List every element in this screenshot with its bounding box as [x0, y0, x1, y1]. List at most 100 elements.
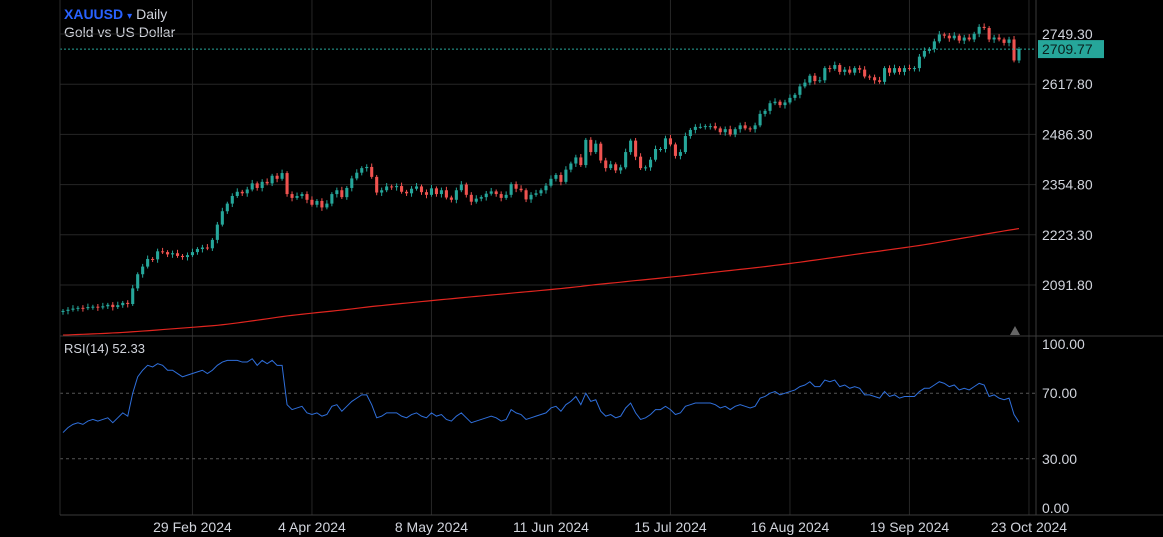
candle-down	[205, 247, 209, 249]
time-tick-label: 11 Jun 2024	[513, 519, 589, 535]
moving-average-line	[62, 227, 1020, 336]
rsi-line	[62, 358, 1020, 433]
candle-down	[987, 28, 991, 40]
candle-up	[121, 302, 125, 306]
candle-up	[843, 69, 847, 72]
rsi-tick-label: 30.00	[1042, 451, 1077, 467]
candle-up	[823, 68, 827, 81]
candle-down	[639, 156, 643, 169]
candle-down	[589, 139, 593, 153]
last-price-badge	[1038, 40, 1104, 59]
candle-up	[758, 113, 762, 126]
candle-up	[768, 103, 772, 111]
price-tick-label: 2223.30	[1042, 227, 1093, 243]
candle-down	[499, 194, 503, 198]
candle-up	[619, 167, 623, 171]
candle-down	[668, 138, 673, 145]
candle-down	[305, 194, 309, 200]
candle-down	[858, 68, 862, 70]
candle-up	[902, 68, 907, 72]
price-tick-label: 2091.80	[1042, 277, 1093, 293]
candle-down	[599, 143, 603, 161]
candle-up	[91, 306, 95, 308]
candle-up	[170, 253, 175, 255]
candle-up	[683, 136, 687, 153]
candle-down	[494, 191, 498, 195]
candle-up	[723, 129, 727, 133]
candle-down	[579, 157, 583, 166]
time-tick-label: 4 Apr 2024	[278, 519, 346, 535]
candle-up	[220, 211, 224, 225]
candle-up	[937, 34, 941, 42]
candle-down	[967, 37, 971, 40]
candle-up	[459, 184, 463, 191]
candle-up	[215, 224, 219, 240]
candle-down	[514, 184, 518, 189]
candle-up	[708, 126, 712, 128]
rsi-indicator-label: RSI(14) 52.33	[64, 341, 145, 356]
candle-up	[703, 126, 707, 128]
candle-down	[126, 302, 130, 305]
price-tick-label: 2749.30	[1042, 26, 1093, 42]
symbol-description: Gold vs US Dollar	[64, 24, 176, 40]
candle-down	[265, 181, 269, 184]
candle-down	[873, 77, 877, 81]
candle-down	[151, 258, 155, 260]
candle-down	[838, 65, 842, 72]
time-tick-label: 23 Oct 2024	[991, 519, 1067, 535]
candle-up	[564, 169, 568, 182]
candle-up	[61, 310, 65, 313]
price-tick-label: 2354.80	[1042, 177, 1093, 193]
symbol-dropdown-icon[interactable]: ▾	[127, 11, 133, 22]
candle-up	[788, 97, 792, 103]
candle-down	[444, 190, 448, 198]
rsi-tick-label: 70.00	[1042, 385, 1077, 401]
candle-up	[629, 140, 633, 153]
candle-down	[997, 37, 1001, 40]
time-tick-label: 15 Jul 2024	[634, 519, 707, 535]
time-tick-label: 19 Sep 2024	[870, 519, 950, 535]
candle-up	[853, 68, 857, 73]
candle-down	[469, 194, 473, 202]
candle-down	[424, 192, 429, 195]
candle-up	[1007, 39, 1011, 43]
candle-up	[992, 37, 996, 40]
candle-up	[106, 304, 110, 307]
candle-up	[594, 143, 598, 153]
candle-up	[156, 251, 160, 260]
candle-up	[584, 139, 588, 166]
candle-up	[380, 190, 384, 193]
candle-up	[195, 249, 199, 253]
candle-up	[803, 82, 807, 87]
candle-down	[947, 35, 951, 39]
candle-up	[345, 187, 349, 198]
candle-up	[429, 188, 434, 195]
candle-up	[883, 68, 887, 82]
candle-up	[927, 49, 931, 51]
candle-down	[848, 69, 852, 73]
scroll-to-realtime-icon[interactable]	[1010, 326, 1020, 335]
candle-up	[350, 178, 354, 188]
candle-up	[678, 152, 682, 156]
candle-up	[335, 190, 339, 195]
axes-layer: 2749.30 2617.80 2486.30 2354.80 2223.30 2091.…	[59, 0, 1163, 535]
candle-up	[733, 129, 737, 135]
rsi-tick-label: 0.00	[1042, 500, 1069, 516]
time-tick-label: 29 Feb 2024	[153, 519, 232, 535]
candle-down	[828, 68, 832, 70]
candle-down	[559, 174, 563, 182]
candle-down	[175, 253, 180, 256]
candle-down	[390, 186, 394, 188]
candle-down	[111, 304, 115, 308]
candle-up	[972, 33, 976, 40]
candle-down	[718, 128, 722, 133]
rsi-tick-label: 100.00	[1042, 336, 1085, 352]
candle-down	[907, 68, 912, 70]
symbol-name[interactable]: XAUUSD	[64, 6, 124, 22]
candle-down	[813, 75, 817, 82]
interval-label[interactable]: Daily	[136, 6, 168, 22]
candle-up	[325, 203, 329, 208]
candle-up	[653, 149, 658, 160]
candle-down	[1012, 39, 1016, 61]
